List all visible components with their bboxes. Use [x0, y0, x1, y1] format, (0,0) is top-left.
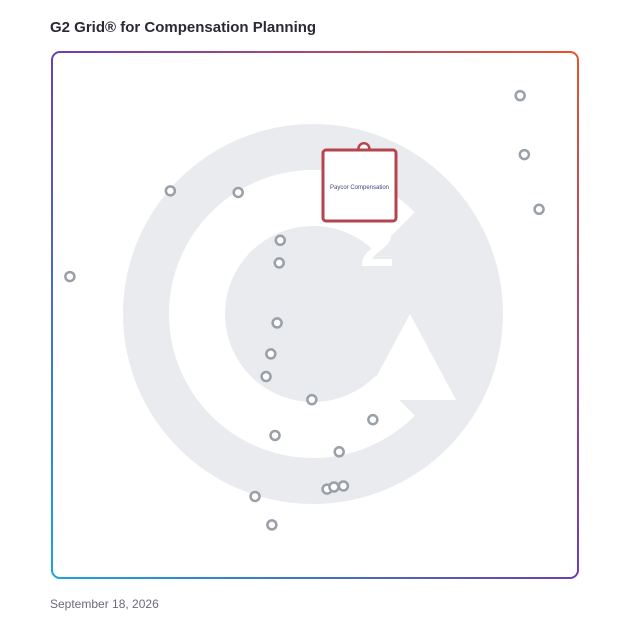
product-point[interactable]	[269, 429, 281, 442]
product-point[interactable]	[328, 481, 340, 493]
points-layer	[64, 89, 545, 531]
product-point[interactable]	[249, 490, 261, 503]
report-date: September 18, 2026	[50, 597, 159, 611]
highlight-card[interactable]: Paycor Compensation	[321, 148, 398, 223]
highlight-card-label: Paycor Compensation	[330, 185, 389, 191]
product-point[interactable]	[306, 393, 318, 406]
product-point[interactable]	[265, 348, 277, 360]
product-point[interactable]	[367, 413, 379, 426]
product-point[interactable]	[266, 519, 278, 531]
product-point[interactable]	[333, 446, 345, 458]
product-point[interactable]	[337, 480, 350, 492]
product-point[interactable]	[64, 270, 76, 283]
product-point[interactable]	[518, 148, 531, 161]
product-point[interactable]	[533, 203, 545, 216]
product-point[interactable]	[271, 317, 283, 329]
product-point[interactable]	[232, 186, 244, 199]
chart-title: G2 Grid® for Compensation Planning	[50, 19, 317, 36]
grid-border	[51, 51, 579, 579]
product-point[interactable]	[260, 370, 272, 383]
product-point[interactable]	[164, 185, 177, 197]
product-point[interactable]	[514, 89, 526, 102]
product-point[interactable]	[273, 257, 285, 269]
product-point[interactable]	[274, 234, 287, 247]
g2-watermark-logo: 2	[123, 124, 503, 504]
